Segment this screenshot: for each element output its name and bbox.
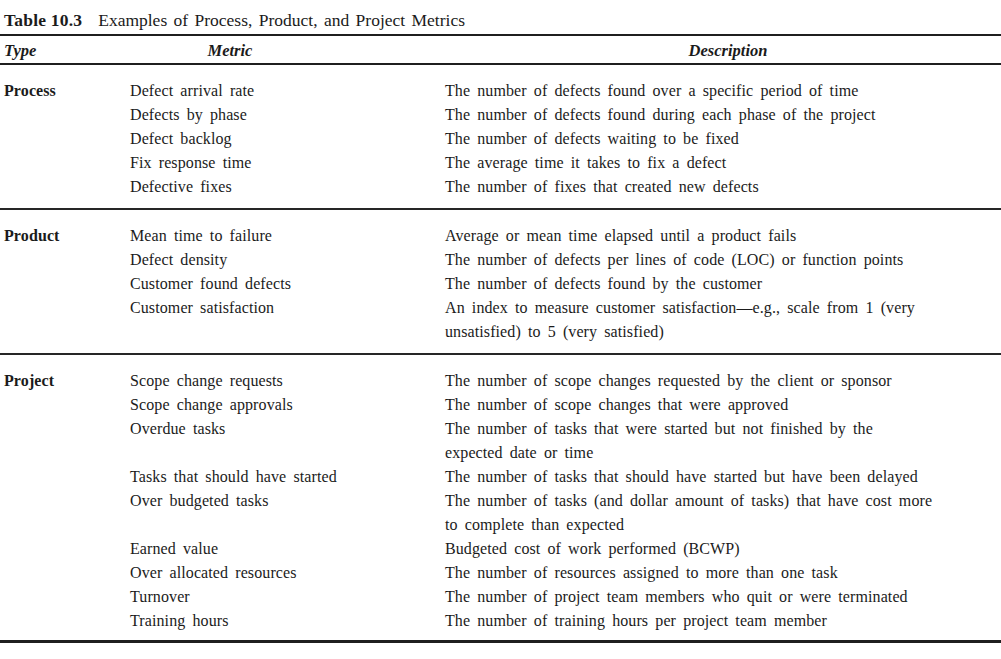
metric-cell: Earned value — [130, 537, 445, 561]
description-cell: An index to measure customer satisfactio… — [445, 296, 1001, 344]
description-cell: The number of defects waiting to be fixe… — [445, 127, 1001, 151]
metric-cell: Mean time to failure — [130, 224, 445, 248]
table-section: ProjectScope change requestsThe number o… — [0, 355, 1001, 643]
metric-cell: Fix response time — [130, 151, 445, 175]
column-header-type: Type — [4, 36, 36, 65]
table-caption: Table 10.3 Examples of Process, Product, … — [0, 0, 1001, 36]
column-header-description: Description — [689, 36, 768, 65]
table-row: TurnoverThe number of project team membe… — [0, 585, 1001, 609]
table-row: Scope change approvalsThe number of scop… — [0, 393, 1001, 417]
document-page: Table 10.3 Examples of Process, Product, … — [0, 0, 1001, 659]
description-cell: The number of scope changes requested by… — [445, 369, 1001, 393]
description-cell: The number of resources assigned to more… — [445, 561, 1001, 585]
description-cell: The number of fixes that created new def… — [445, 175, 1001, 199]
type-cell: Product — [0, 224, 130, 248]
metric-cell: Defects by phase — [130, 103, 445, 127]
table-row: Defect densityThe number of defects per … — [0, 248, 1001, 272]
description-cell: The number of project team members who q… — [445, 585, 1001, 609]
description-cell: The number of tasks (and dollar amount o… — [445, 489, 1001, 537]
metric-cell: Defect arrival rate — [130, 79, 445, 103]
table-row: ProjectScope change requestsThe number o… — [0, 369, 1001, 393]
table-row: Defects by phaseThe number of defects fo… — [0, 103, 1001, 127]
metric-cell: Tasks that should have started — [130, 465, 445, 489]
table-number: Table 10.3 — [4, 10, 82, 30]
metric-cell: Turnover — [130, 585, 445, 609]
table-row: Over allocated resourcesThe number of re… — [0, 561, 1001, 585]
metric-cell: Training hours — [130, 609, 445, 633]
metric-cell: Customer found defects — [130, 272, 445, 296]
table-row: Over budgeted tasksThe number of tasks (… — [0, 489, 1001, 537]
metric-cell: Customer satisfaction — [130, 296, 445, 320]
table-header-row: Type Metric Description — [0, 36, 1001, 65]
table-row: Training hoursThe number of training hou… — [0, 609, 1001, 633]
description-cell: The number of tasks that were started bu… — [445, 417, 1001, 465]
description-cell: The number of defects per lines of code … — [445, 248, 1001, 272]
table-section: ProcessDefect arrival rateThe number of … — [0, 65, 1001, 210]
table-title: Examples of Process, Product, and Projec… — [98, 10, 465, 30]
table-row: Fix response timeThe average time it tak… — [0, 151, 1001, 175]
description-cell: The number of tasks that should have sta… — [445, 465, 1001, 489]
type-cell: Project — [0, 369, 130, 393]
table-row: Earned valueBudgeted cost of work perfor… — [0, 537, 1001, 561]
description-cell: The number of defects found over a speci… — [445, 79, 1001, 103]
description-cell: The number of defects found during each … — [445, 103, 1001, 127]
table-row: Tasks that should have startedThe number… — [0, 465, 1001, 489]
description-cell: The average time it takes to fix a defec… — [445, 151, 1001, 175]
table-row: ProductMean time to failureAverage or me… — [0, 224, 1001, 248]
table-row: Customer satisfactionAn index to measure… — [0, 296, 1001, 344]
description-cell: The number of defects found by the custo… — [445, 272, 1001, 296]
metric-cell: Defect density — [130, 248, 445, 272]
description-cell: The number of scope changes that were ap… — [445, 393, 1001, 417]
metric-cell: Defective fixes — [130, 175, 445, 199]
table-row: Defective fixesThe number of fixes that … — [0, 175, 1001, 199]
table-row: Defect backlogThe number of defects wait… — [0, 127, 1001, 151]
metric-cell: Defect backlog — [130, 127, 445, 151]
table-section: ProductMean time to failureAverage or me… — [0, 210, 1001, 355]
table-body: ProcessDefect arrival rateThe number of … — [0, 65, 1001, 643]
table-row: ProcessDefect arrival rateThe number of … — [0, 79, 1001, 103]
metric-cell: Over budgeted tasks — [130, 489, 445, 513]
column-header-metric: Metric — [208, 36, 253, 65]
type-cell: Process — [0, 79, 130, 103]
description-cell: Budgeted cost of work performed (BCWP) — [445, 537, 1001, 561]
description-cell: Average or mean time elapsed until a pro… — [445, 224, 1001, 248]
metric-cell: Overdue tasks — [130, 417, 445, 441]
table-row: Overdue tasksThe number of tasks that we… — [0, 417, 1001, 465]
table-row: Customer found defectsThe number of defe… — [0, 272, 1001, 296]
metric-cell: Scope change approvals — [130, 393, 445, 417]
metric-cell: Over allocated resources — [130, 561, 445, 585]
description-cell: The number of training hours per project… — [445, 609, 1001, 633]
metric-cell: Scope change requests — [130, 369, 445, 393]
